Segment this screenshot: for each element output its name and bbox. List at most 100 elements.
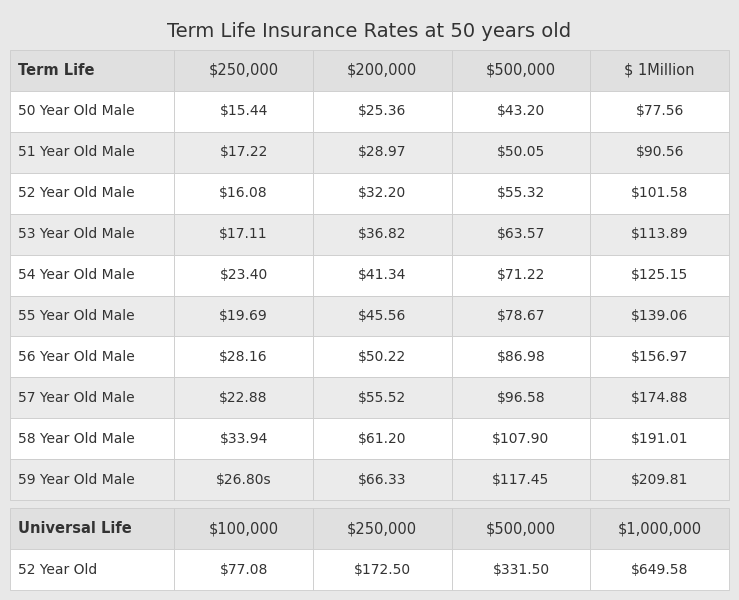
- Text: $28.97: $28.97: [358, 145, 406, 160]
- Bar: [10, 418, 174, 459]
- Text: $107.90: $107.90: [492, 432, 550, 446]
- Text: $77.08: $77.08: [219, 563, 268, 577]
- Text: Universal Life: Universal Life: [18, 521, 132, 536]
- Text: $96.58: $96.58: [497, 391, 545, 405]
- Bar: [174, 459, 313, 500]
- Bar: [313, 50, 452, 91]
- Bar: [452, 549, 590, 590]
- Bar: [10, 254, 174, 296]
- Text: 57 Year Old Male: 57 Year Old Male: [18, 391, 134, 405]
- Text: $156.97: $156.97: [631, 350, 688, 364]
- Text: $209.81: $209.81: [631, 473, 688, 487]
- Bar: [590, 173, 729, 214]
- Bar: [313, 91, 452, 132]
- Bar: [10, 173, 174, 214]
- Bar: [313, 132, 452, 173]
- Bar: [10, 296, 174, 337]
- Text: Term Life: Term Life: [18, 63, 95, 78]
- Text: $15.44: $15.44: [219, 104, 268, 118]
- Bar: [174, 418, 313, 459]
- Bar: [452, 132, 590, 173]
- Text: $331.50: $331.50: [492, 563, 550, 577]
- Text: $139.06: $139.06: [631, 309, 688, 323]
- Text: 56 Year Old Male: 56 Year Old Male: [18, 350, 134, 364]
- Text: 53 Year Old Male: 53 Year Old Male: [18, 227, 134, 241]
- Bar: [313, 254, 452, 296]
- Text: $28.16: $28.16: [219, 350, 268, 364]
- Text: $191.01: $191.01: [631, 432, 689, 446]
- Bar: [590, 549, 729, 590]
- Text: $23.40: $23.40: [219, 268, 268, 282]
- Text: $50.22: $50.22: [358, 350, 406, 364]
- Text: $19.69: $19.69: [219, 309, 268, 323]
- Bar: [10, 91, 174, 132]
- Text: $200,000: $200,000: [347, 63, 418, 78]
- Text: 58 Year Old Male: 58 Year Old Male: [18, 432, 134, 446]
- Text: $26.80s: $26.80s: [216, 473, 271, 487]
- Text: $113.89: $113.89: [631, 227, 689, 241]
- Bar: [313, 337, 452, 377]
- Bar: [10, 459, 174, 500]
- Bar: [174, 549, 313, 590]
- Bar: [10, 132, 174, 173]
- Bar: [10, 214, 174, 254]
- Text: $117.45: $117.45: [492, 473, 550, 487]
- Bar: [313, 214, 452, 254]
- Bar: [174, 377, 313, 418]
- Text: 59 Year Old Male: 59 Year Old Male: [18, 473, 134, 487]
- Text: $55.52: $55.52: [358, 391, 406, 405]
- Text: $41.34: $41.34: [358, 268, 406, 282]
- Bar: [452, 173, 590, 214]
- Bar: [10, 549, 174, 590]
- Bar: [10, 50, 174, 91]
- Text: $250,000: $250,000: [208, 63, 279, 78]
- Text: $71.22: $71.22: [497, 268, 545, 282]
- Bar: [10, 508, 174, 549]
- Bar: [313, 508, 452, 549]
- Text: $63.57: $63.57: [497, 227, 545, 241]
- Text: $1,000,000: $1,000,000: [618, 521, 702, 536]
- Text: $17.11: $17.11: [219, 227, 268, 241]
- Text: $649.58: $649.58: [631, 563, 688, 577]
- Text: $33.94: $33.94: [219, 432, 268, 446]
- Bar: [590, 296, 729, 337]
- Text: $78.67: $78.67: [497, 309, 545, 323]
- Text: $32.20: $32.20: [358, 186, 406, 200]
- Bar: [313, 173, 452, 214]
- Bar: [452, 91, 590, 132]
- Text: 55 Year Old Male: 55 Year Old Male: [18, 309, 134, 323]
- Text: $101.58: $101.58: [631, 186, 688, 200]
- Text: 54 Year Old Male: 54 Year Old Male: [18, 268, 134, 282]
- Bar: [10, 377, 174, 418]
- Text: $174.88: $174.88: [631, 391, 688, 405]
- Bar: [452, 50, 590, 91]
- Bar: [590, 459, 729, 500]
- Bar: [174, 254, 313, 296]
- Bar: [313, 418, 452, 459]
- Bar: [590, 508, 729, 549]
- Bar: [590, 377, 729, 418]
- Bar: [452, 296, 590, 337]
- Text: $77.56: $77.56: [636, 104, 684, 118]
- Text: $25.36: $25.36: [358, 104, 406, 118]
- Bar: [174, 296, 313, 337]
- Bar: [452, 459, 590, 500]
- Bar: [174, 173, 313, 214]
- Text: $500,000: $500,000: [486, 521, 556, 536]
- Bar: [590, 132, 729, 173]
- Bar: [313, 296, 452, 337]
- Bar: [10, 337, 174, 377]
- Text: $172.50: $172.50: [354, 563, 411, 577]
- Text: $45.56: $45.56: [358, 309, 406, 323]
- Text: $125.15: $125.15: [631, 268, 688, 282]
- Bar: [174, 50, 313, 91]
- Text: 52 Year Old Male: 52 Year Old Male: [18, 186, 134, 200]
- Bar: [174, 132, 313, 173]
- Bar: [590, 214, 729, 254]
- Bar: [590, 50, 729, 91]
- Bar: [174, 91, 313, 132]
- Text: 52 Year Old: 52 Year Old: [18, 563, 98, 577]
- Text: $16.08: $16.08: [219, 186, 268, 200]
- Bar: [174, 508, 313, 549]
- Text: $17.22: $17.22: [219, 145, 268, 160]
